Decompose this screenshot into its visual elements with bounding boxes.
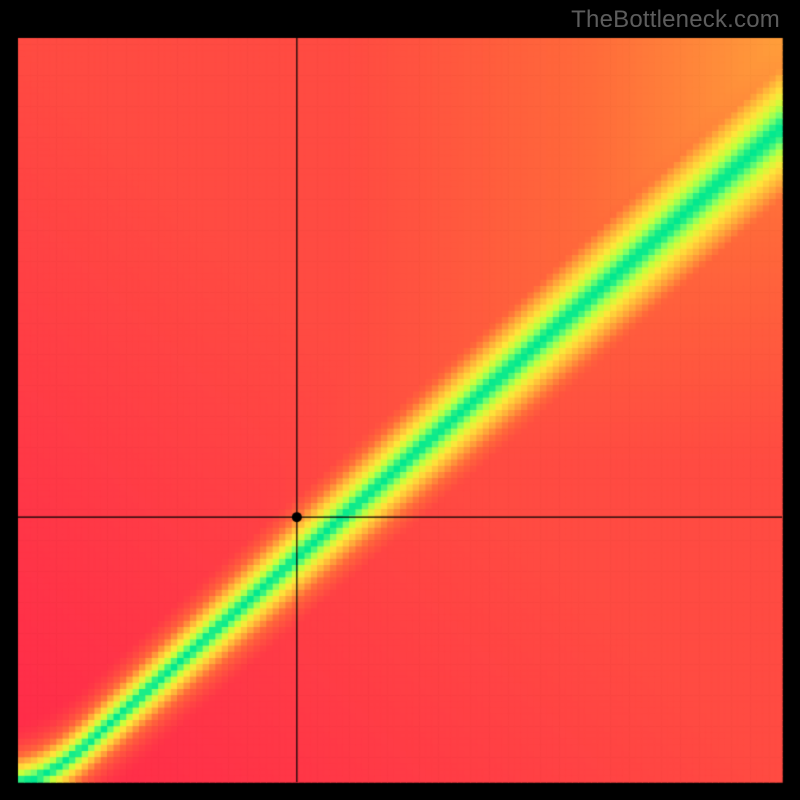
chart-container: TheBottleneck.com — [0, 0, 800, 800]
watermark-text: TheBottleneck.com — [571, 6, 780, 34]
heatmap-canvas — [0, 0, 800, 800]
